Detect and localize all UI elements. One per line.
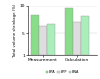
Bar [47,24,55,55]
Bar [31,15,39,55]
Bar [81,16,89,55]
Y-axis label: Total volume shrinkage (%): Total volume shrinkage (%) [13,4,17,57]
Legend: BPA, BFP, BNA: BPA, BFP, BNA [45,69,80,74]
Bar [64,8,73,55]
Bar [39,26,47,55]
Bar [73,22,81,55]
